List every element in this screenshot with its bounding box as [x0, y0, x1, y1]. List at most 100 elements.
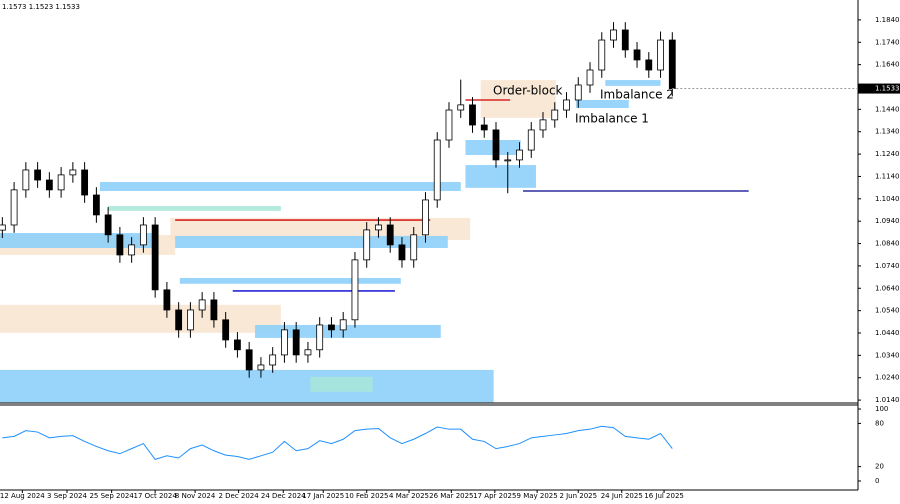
zone	[175, 235, 448, 249]
candle-body	[81, 169, 89, 196]
candle-body	[316, 324, 324, 351]
candle-body	[363, 229, 371, 261]
zone	[465, 165, 536, 188]
x-tick-label: 9 May 2025	[517, 492, 558, 500]
x-tick-label: 2 Dec 2024	[218, 492, 259, 500]
candle-body	[621, 29, 629, 51]
y-tick-label: 1.0540	[875, 307, 900, 315]
candle-body	[633, 49, 641, 61]
zone	[0, 304, 281, 333]
x-tick-label: 17 Oct 2024	[134, 492, 178, 500]
y-tick-label: 1.0840	[875, 240, 900, 248]
candle-body	[574, 84, 582, 101]
candle-body	[339, 319, 347, 331]
zone	[0, 369, 494, 403]
zone	[170, 217, 471, 240]
rsi-tick-label: 20	[875, 463, 884, 471]
candle-body	[516, 149, 523, 161]
zone	[605, 80, 661, 86]
y-tick-label: 1.0940	[875, 217, 900, 225]
candle-body	[257, 364, 265, 371]
candle-body	[10, 189, 18, 226]
zone	[255, 324, 441, 338]
y-tick-label: 1.1640	[875, 61, 900, 69]
rsi-tick-label: 0	[875, 477, 879, 485]
y-tick-label: 1.0440	[875, 329, 900, 337]
y-tick-label: 1.0640	[875, 284, 900, 292]
candle-body	[527, 129, 535, 151]
zone	[99, 182, 461, 191]
candle-body	[351, 259, 359, 321]
candle-body	[210, 299, 218, 321]
candle-body	[551, 109, 559, 121]
y-tick-label: 1.1040	[875, 195, 900, 203]
candle-body	[304, 349, 312, 356]
candle-body	[410, 234, 418, 261]
candle-body	[328, 324, 335, 331]
candle-body	[457, 104, 465, 111]
candle-body	[269, 354, 277, 366]
candle-body	[34, 169, 42, 181]
y-tick-label: 1.1740	[875, 38, 900, 46]
x-tick-label: 17 Jan 2025	[302, 492, 344, 500]
y-tick-label: 1.0340	[875, 351, 900, 359]
candle-body	[422, 199, 429, 236]
candle-body	[116, 234, 124, 256]
candle-body	[586, 69, 594, 86]
candle-body	[57, 174, 65, 191]
candle-body	[175, 309, 183, 331]
x-tick-label: 3 Sep 2024	[47, 492, 87, 500]
candle-body	[128, 244, 136, 256]
y-tick-label: 1.1240	[875, 150, 900, 158]
y-tick-label: 1.1140	[875, 172, 900, 180]
x-tick-label: 24 Dec 2024	[261, 492, 306, 500]
candle-body	[245, 349, 253, 371]
zone	[575, 99, 629, 109]
candle-body	[386, 224, 394, 246]
candle-body	[469, 104, 476, 126]
y-tick-label: 1.1440	[875, 105, 900, 113]
candle-body	[92, 194, 100, 216]
annotation: Imbalance 2	[600, 88, 674, 102]
x-tick-label: 16 Jul 2025	[644, 492, 684, 500]
candle-body	[22, 169, 30, 191]
x-tick-label: 25 Sep 2024	[89, 492, 134, 500]
annotation: Imbalance 1	[575, 112, 649, 126]
candle-body	[539, 119, 547, 131]
zone	[480, 80, 556, 118]
x-tick-label: 17 Apr 2025	[473, 492, 516, 500]
candle-body	[492, 129, 500, 161]
candle-body	[222, 319, 230, 341]
candle-body	[504, 159, 512, 162]
candle-body	[151, 224, 159, 291]
candle-body	[104, 214, 112, 236]
candle-body	[645, 59, 653, 71]
candle-body	[398, 244, 406, 261]
candle-body	[668, 39, 676, 89]
rsi-tick-label: 100	[875, 405, 888, 413]
x-tick-label: 26 Mar 2025	[429, 492, 473, 500]
zone	[310, 376, 373, 392]
candle-body	[163, 289, 171, 311]
x-tick-label: 8 Nov 2024	[175, 492, 216, 500]
x-tick-label: 2 Jun 2025	[559, 492, 597, 500]
rsi-line	[2, 425, 673, 460]
price-header: 1.1573 1.1523 1.1533	[2, 3, 80, 11]
x-tick-label: 10 Feb 2025	[345, 492, 389, 500]
candle-body	[598, 39, 606, 71]
candle-body	[445, 109, 453, 141]
candle-body	[610, 29, 617, 41]
x-tick-label: 12 Aug 2024	[0, 492, 45, 500]
candle-body	[292, 329, 300, 356]
candle-body	[281, 329, 288, 356]
candle-body	[187, 309, 194, 331]
y-tick-label: 1.0240	[875, 374, 900, 382]
candle-body	[45, 179, 53, 191]
price-box	[858, 83, 900, 94]
candle-body	[433, 139, 441, 201]
annotation: Order-block	[493, 84, 563, 98]
x-tick-label: 24 Jun 2025	[601, 492, 643, 500]
y-tick-label: 1.0740	[875, 262, 900, 270]
candle-body	[139, 224, 147, 246]
